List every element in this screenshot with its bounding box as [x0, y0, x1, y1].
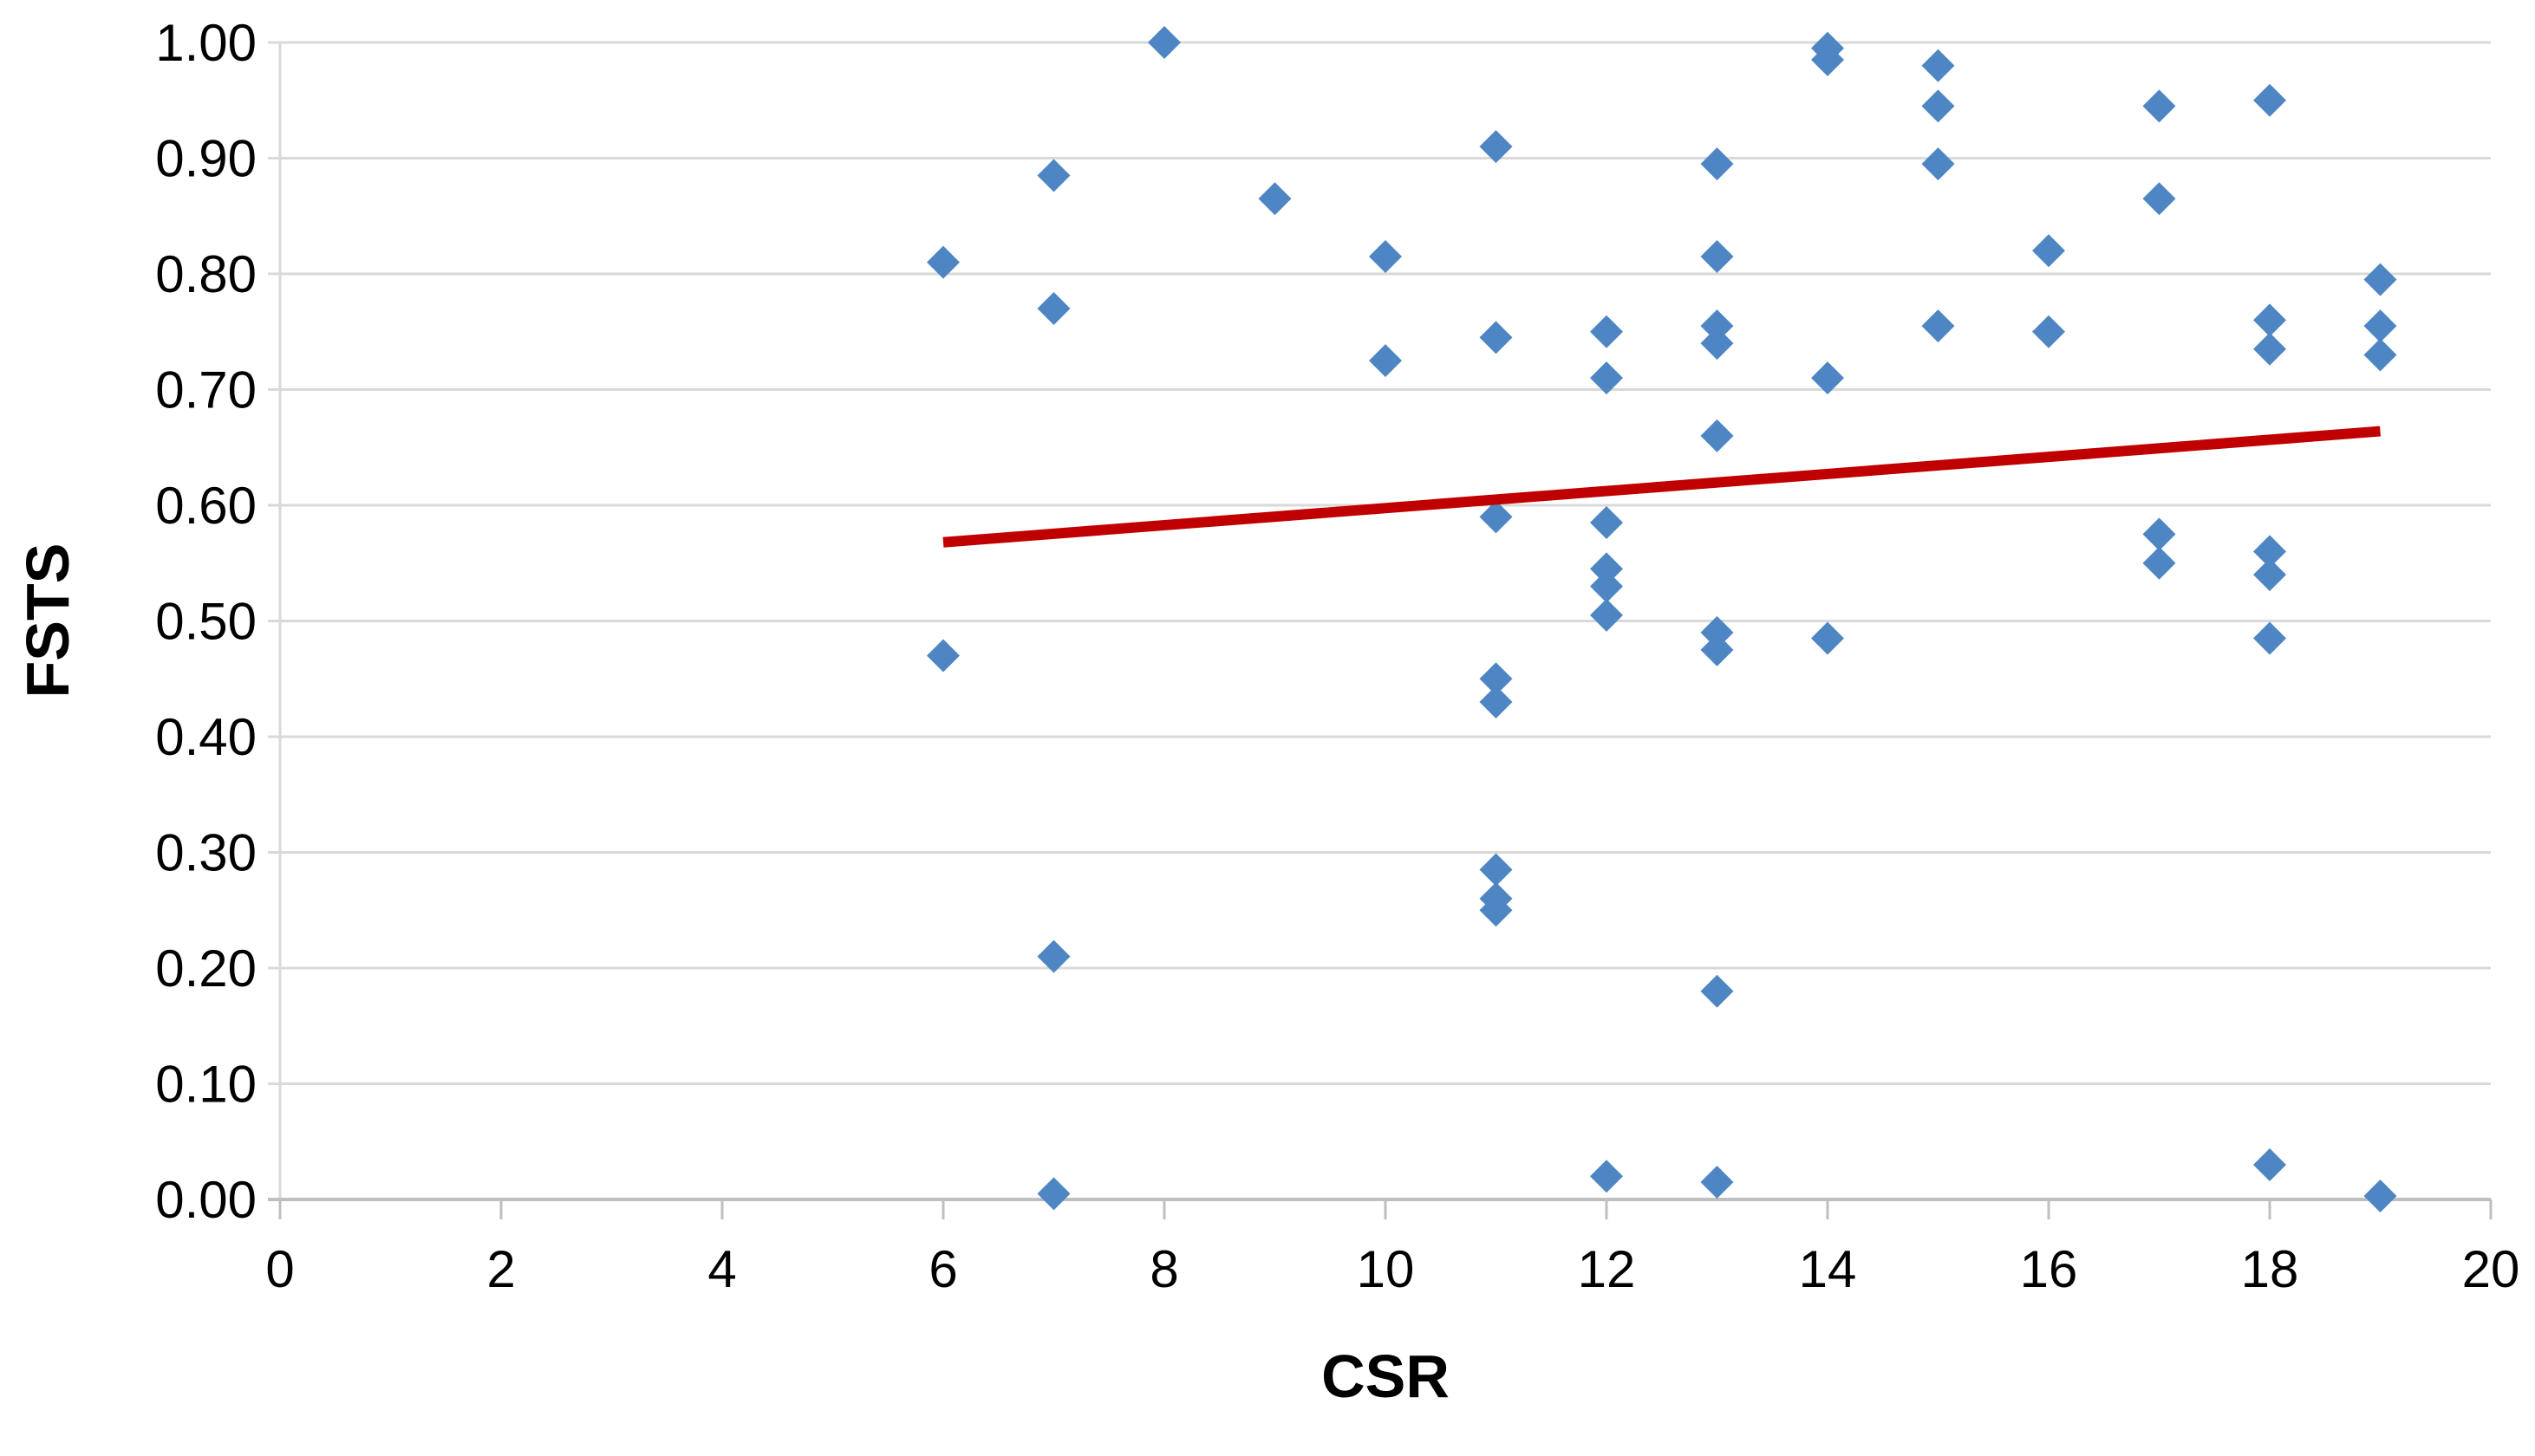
data-point — [2253, 1147, 2286, 1181]
data-point — [1369, 344, 1402, 378]
data-point — [1700, 327, 1734, 361]
data-point — [2253, 332, 2286, 366]
x-tick-label-0: 0 — [265, 1240, 294, 1298]
data-point — [2142, 546, 2176, 580]
x-tick-label-6: 6 — [929, 1240, 957, 1298]
x-tick-label-2: 2 — [486, 1240, 515, 1298]
data-point — [1700, 615, 1734, 649]
data-point — [1037, 939, 1071, 973]
data-point — [2363, 1179, 2397, 1212]
data-point — [1590, 569, 1623, 603]
data-point — [927, 245, 960, 279]
y-tick-label-0.10: 0.10 — [155, 1056, 257, 1114]
data-point — [1590, 598, 1623, 632]
data-point — [927, 639, 960, 673]
data-point — [1700, 1165, 1734, 1199]
data-point — [1921, 89, 1955, 123]
data-point — [1590, 506, 1623, 540]
data-point — [1590, 552, 1623, 586]
data-point — [2363, 338, 2397, 372]
data-point — [1921, 309, 1955, 343]
data-point — [1037, 292, 1071, 326]
y-tick-label-0.90: 0.90 — [155, 130, 257, 188]
y-tick-label-0.60: 0.60 — [155, 477, 257, 535]
x-tick-label-16: 16 — [2020, 1240, 2078, 1298]
data-point — [2253, 558, 2286, 592]
y-tick-label-0.40: 0.40 — [155, 708, 257, 766]
data-point — [1700, 974, 1734, 1008]
data-point — [2142, 517, 2176, 551]
data-point — [2253, 83, 2286, 117]
data-point — [1369, 239, 1402, 273]
data-point — [2363, 309, 2397, 343]
data-point — [2253, 621, 2286, 655]
data-point — [1590, 315, 1623, 348]
data-point — [1479, 321, 1513, 354]
y-axis-title: FSTS — [14, 543, 81, 699]
data-point — [1811, 361, 1844, 395]
data-point — [2032, 315, 2065, 348]
data-point — [1921, 49, 1955, 82]
data-point — [2032, 234, 2065, 268]
data-point — [2363, 263, 2397, 296]
x-tick-label-4: 4 — [707, 1240, 736, 1298]
data-point — [1700, 633, 1734, 666]
trendline — [942, 426, 2381, 548]
x-tick-label-8: 8 — [1150, 1240, 1178, 1298]
y-tick-label-0.20: 0.20 — [155, 939, 257, 998]
data-point — [1811, 43, 1844, 77]
data-point — [1037, 1177, 1071, 1211]
data-point — [1479, 662, 1513, 696]
data-point — [1258, 182, 1292, 216]
data-point — [2253, 303, 2286, 337]
data-point — [1479, 500, 1513, 534]
data-point — [2142, 89, 2176, 123]
data-point — [1700, 147, 1734, 181]
data-point — [1148, 26, 1181, 59]
x-tick-label-18: 18 — [2241, 1240, 2299, 1298]
y-tick-label-0.00: 0.00 — [155, 1171, 257, 1229]
y-tick-label-1.00: 1.00 — [155, 14, 257, 72]
data-point — [1479, 853, 1513, 887]
data-point — [2142, 182, 2176, 216]
y-tick-label-0.80: 0.80 — [155, 245, 257, 303]
data-point — [1479, 894, 1513, 927]
x-tick-label-14: 14 — [1799, 1240, 1857, 1298]
data-point — [1700, 419, 1734, 452]
data-point — [1700, 239, 1734, 273]
y-tick-label-0.70: 0.70 — [155, 361, 257, 419]
data-point — [1921, 147, 1955, 181]
data-point — [1479, 685, 1513, 718]
data-point — [1037, 159, 1071, 192]
data-point — [2253, 535, 2286, 569]
y-tick-label-0.30: 0.30 — [155, 824, 257, 882]
data-point — [1700, 309, 1734, 343]
data-point — [1479, 130, 1513, 164]
x-tick-label-10: 10 — [1357, 1240, 1415, 1298]
data-point — [1590, 361, 1623, 395]
data-point — [1590, 1160, 1623, 1193]
x-tick-label-20: 20 — [2462, 1240, 2520, 1298]
x-tick-label-12: 12 — [1578, 1240, 1636, 1298]
data-point — [1811, 621, 1844, 655]
y-tick-label-0.50: 0.50 — [155, 593, 257, 651]
x-axis-title: CSR — [1321, 1342, 1450, 1410]
